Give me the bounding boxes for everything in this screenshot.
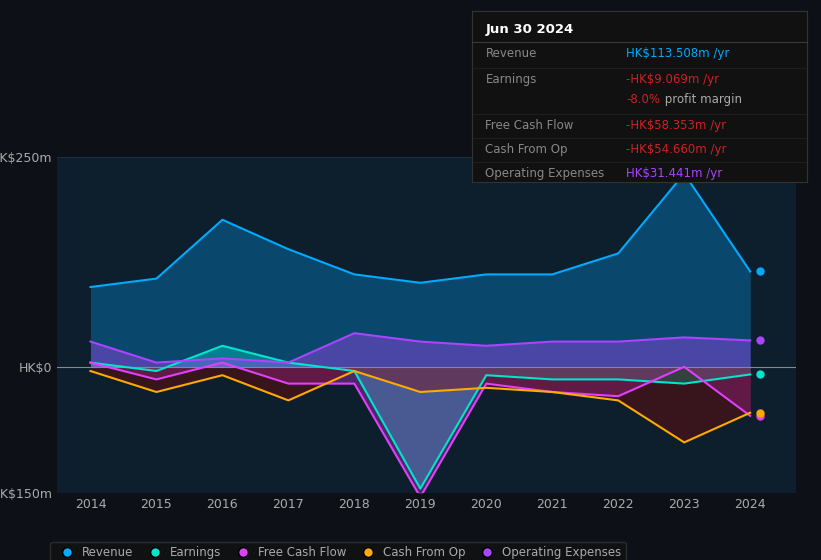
Legend: Revenue, Earnings, Free Cash Flow, Cash From Op, Operating Expenses: Revenue, Earnings, Free Cash Flow, Cash … bbox=[50, 542, 626, 560]
Text: profit margin: profit margin bbox=[662, 93, 742, 106]
Text: Cash From Op: Cash From Op bbox=[485, 143, 568, 156]
Text: -HK$9.069m /yr: -HK$9.069m /yr bbox=[626, 73, 719, 86]
Text: HK$31.441m /yr: HK$31.441m /yr bbox=[626, 167, 722, 180]
Text: Free Cash Flow: Free Cash Flow bbox=[485, 119, 574, 132]
Text: -HK$58.353m /yr: -HK$58.353m /yr bbox=[626, 119, 727, 132]
Text: Operating Expenses: Operating Expenses bbox=[485, 167, 605, 180]
Text: Earnings: Earnings bbox=[485, 73, 537, 86]
Text: -8.0%: -8.0% bbox=[626, 93, 660, 106]
Text: Jun 30 2024: Jun 30 2024 bbox=[485, 23, 574, 36]
Text: Revenue: Revenue bbox=[485, 47, 537, 60]
Text: -HK$54.660m /yr: -HK$54.660m /yr bbox=[626, 143, 727, 156]
Text: HK$113.508m /yr: HK$113.508m /yr bbox=[626, 47, 730, 60]
